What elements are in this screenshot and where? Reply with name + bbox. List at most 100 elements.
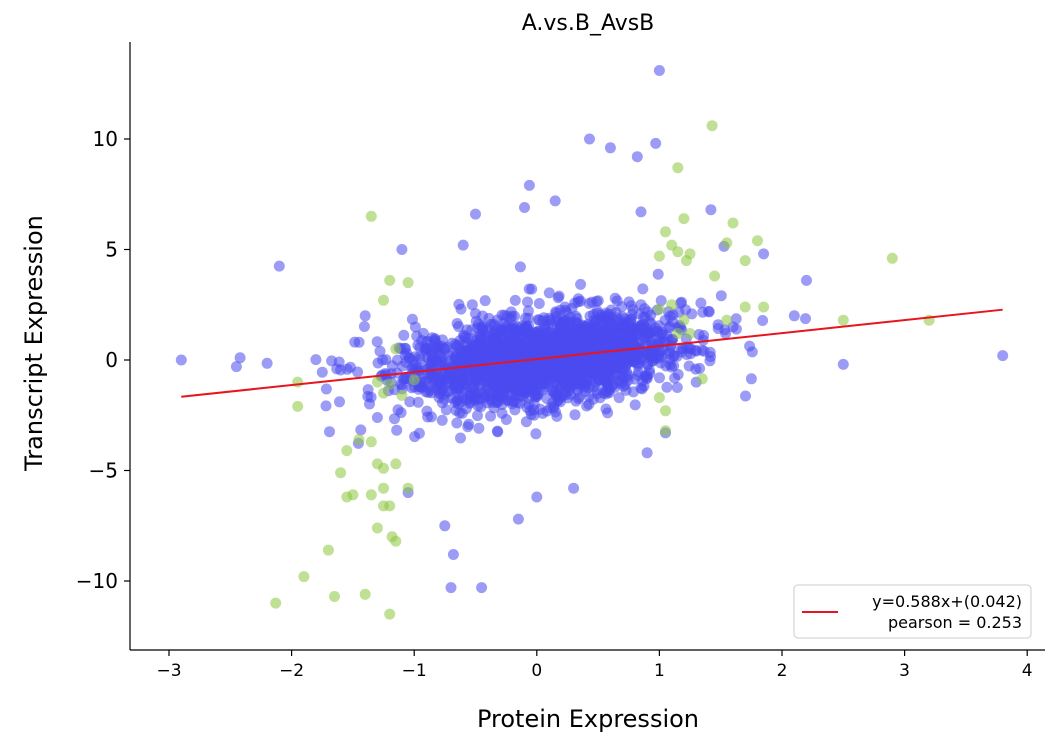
blue-point: [619, 346, 631, 358]
green-point: [341, 445, 353, 457]
blue-point: [604, 142, 616, 154]
blue-point: [398, 373, 410, 384]
blue-point: [641, 325, 653, 337]
green-point: [727, 217, 739, 229]
blue-point: [592, 314, 604, 326]
green-point: [672, 328, 684, 339]
blue-point: [523, 179, 535, 191]
green-point: [678, 314, 690, 326]
blue-point: [602, 407, 614, 419]
blue-point: [997, 350, 1009, 362]
blue-point: [371, 412, 383, 423]
blue-point: [705, 204, 717, 216]
blue-point: [175, 354, 187, 366]
blue-point: [396, 244, 408, 255]
blue-point: [627, 304, 639, 316]
green-point: [678, 213, 690, 225]
blue-point: [453, 321, 465, 332]
blue-point: [445, 582, 457, 594]
green-point: [739, 255, 751, 267]
green-point: [653, 392, 665, 404]
blue-point: [702, 305, 714, 317]
y-tick-label: −10: [76, 569, 118, 593]
blue-point: [565, 316, 577, 328]
blue-point: [472, 410, 483, 422]
blue-point: [601, 310, 613, 322]
blue-point: [359, 310, 371, 322]
blue-point: [788, 310, 800, 322]
blue-point: [473, 422, 485, 434]
blue-point: [374, 345, 386, 357]
blue-point: [497, 393, 508, 405]
blue-point: [522, 296, 533, 308]
blue-point: [320, 400, 332, 412]
blue-point: [542, 360, 554, 372]
blue-point: [463, 418, 475, 430]
blue-point: [523, 384, 535, 396]
blue-point: [543, 287, 555, 299]
blue-point: [686, 308, 698, 320]
blue-point: [625, 316, 636, 328]
blue-point: [613, 392, 625, 404]
blue-point: [310, 354, 322, 366]
blue-point: [316, 366, 328, 378]
green-point: [709, 270, 721, 282]
blue-point: [655, 351, 667, 363]
blue-point: [391, 424, 403, 436]
blue-point: [655, 295, 667, 307]
blue-point: [531, 491, 543, 503]
green-point: [378, 462, 389, 474]
green-point: [378, 387, 389, 399]
green-point: [371, 522, 383, 534]
blue-point: [335, 364, 347, 376]
blue-point: [641, 372, 653, 384]
blue-point: [491, 425, 503, 437]
blue-point: [576, 319, 588, 331]
green-point: [341, 491, 353, 503]
blue-point: [559, 301, 571, 313]
green-point: [390, 458, 402, 470]
blue-point: [650, 137, 662, 149]
blue-point: [451, 417, 463, 429]
blue-point: [620, 325, 632, 337]
green-point: [402, 277, 414, 289]
x-tick-label: −3: [156, 661, 181, 681]
green-point: [653, 303, 665, 315]
green-point: [365, 210, 377, 222]
y-axis-label: Transcript Expression: [20, 215, 48, 472]
blue-point: [555, 324, 566, 335]
blue-point: [557, 389, 569, 401]
blue-point: [601, 328, 613, 340]
blue-point: [590, 323, 601, 335]
x-tick-label: 3: [899, 661, 910, 681]
blue-point: [439, 520, 451, 532]
green-point: [752, 235, 763, 247]
blue-point: [620, 384, 632, 396]
blue-point: [465, 383, 477, 395]
blue-point: [466, 299, 478, 311]
blue-point: [506, 333, 518, 345]
blue-point: [592, 295, 604, 307]
blue-point: [455, 432, 466, 444]
blue-point: [617, 365, 629, 376]
blue-point: [740, 390, 751, 402]
green-point: [365, 489, 377, 501]
blue-point: [419, 345, 431, 357]
blue-point: [477, 322, 489, 334]
blue-point: [520, 312, 531, 324]
blue-point: [606, 372, 618, 384]
blue-point: [683, 360, 695, 372]
blue-point: [429, 333, 441, 345]
green-point: [886, 252, 898, 264]
blue-point: [527, 375, 539, 387]
blue-point: [409, 431, 421, 443]
blue-point: [326, 355, 338, 367]
green-point: [371, 376, 383, 388]
legend-box: [793, 584, 1032, 639]
blue-point: [577, 341, 589, 353]
blue-point: [673, 306, 685, 318]
blue-point: [567, 364, 579, 376]
green-point: [684, 328, 696, 339]
